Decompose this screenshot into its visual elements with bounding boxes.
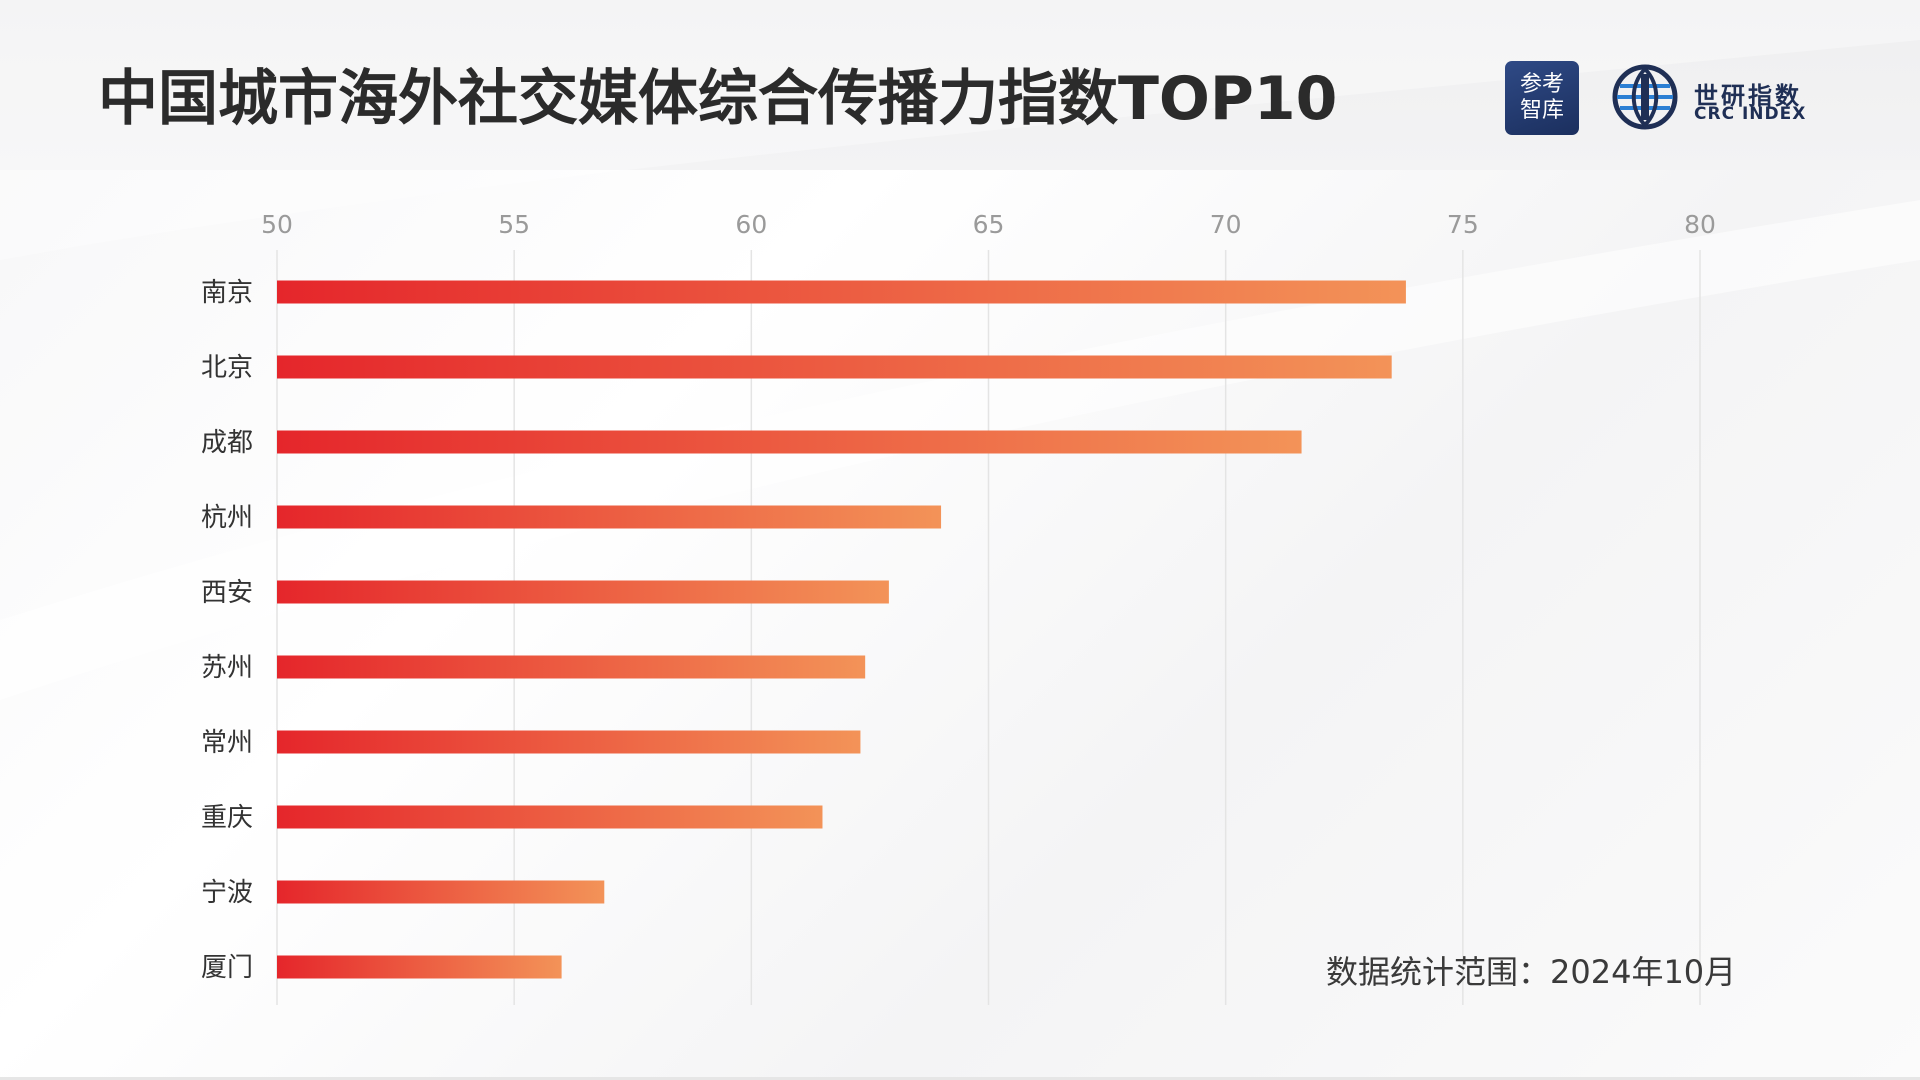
bar-5	[277, 655, 866, 679]
page-title: 中国城市海外社交媒体综合传播力指数TOP10	[98, 64, 1338, 134]
x-tick-label: 65	[973, 210, 1005, 239]
category-label: 宁波	[201, 878, 253, 908]
category-label: 常州	[201, 728, 253, 758]
category-label: 成都	[201, 428, 253, 458]
bar-0	[277, 280, 1406, 304]
globe-icon	[1612, 64, 1678, 130]
bottom-divider	[0, 1077, 1920, 1080]
crc-logo-english: CRC INDEX	[1694, 104, 1807, 124]
crc-index-logo: 世研指数 CRC INDEX	[1612, 62, 1812, 134]
category-label: 南京	[201, 278, 253, 308]
category-label: 重庆	[201, 803, 253, 833]
bar-8	[277, 880, 605, 904]
bar-1	[277, 355, 1392, 379]
bar-9	[277, 955, 562, 979]
x-tick-label: 60	[735, 210, 767, 239]
bars	[277, 280, 1406, 979]
ckzk-logo-line2: 智库	[1519, 98, 1564, 123]
data-range-footnote: 数据统计范围：2024年10月	[1326, 953, 1737, 991]
x-tick-label: 75	[1447, 210, 1479, 239]
header-band	[0, 0, 1920, 170]
x-tick-label: 70	[1210, 210, 1242, 239]
category-label: 苏州	[201, 653, 253, 683]
x-tick-label: 80	[1684, 210, 1716, 239]
x-tick-label: 50	[261, 210, 293, 239]
category-label: 厦门	[201, 953, 253, 983]
bar-7	[277, 805, 823, 829]
ckzk-logo-line1: 参考	[1519, 72, 1564, 97]
x-tick-label: 55	[498, 210, 530, 239]
crc-logo-chinese: 世研指数	[1694, 82, 1802, 110]
ckzk-logo: 参考 智库	[1505, 61, 1579, 135]
category-label: 北京	[201, 353, 253, 383]
bar-2	[277, 430, 1302, 454]
bar-3	[277, 505, 942, 529]
category-label: 杭州	[201, 503, 253, 533]
category-label: 西安	[201, 578, 253, 608]
x-axis-ticks: 50 55 60 65 70 75 80	[261, 210, 1716, 239]
bar-4	[277, 580, 889, 604]
bar-6	[277, 730, 861, 754]
